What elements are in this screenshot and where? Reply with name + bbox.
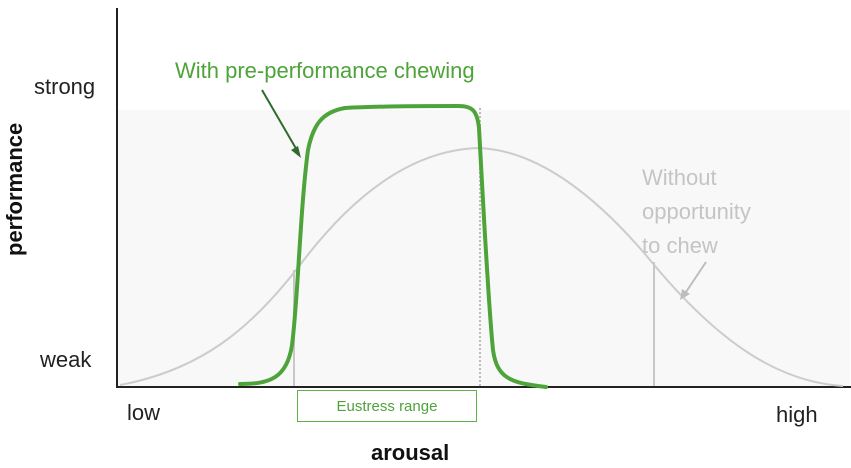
y-low-label: weak — [40, 347, 92, 372]
x-low-label: low — [127, 400, 161, 425]
x-axis-title: arousal — [371, 440, 450, 465]
y-high-label: strong — [34, 74, 96, 99]
eustress-range-label: Eustress range — [336, 397, 438, 415]
y-axis-title: performance — [2, 122, 27, 256]
gray-curve-label-line-1: Without — [642, 165, 717, 190]
gray-curve-label: Without opportunity to chew — [642, 161, 751, 263]
x-high-label: high — [776, 402, 818, 427]
green-arrowhead — [291, 146, 301, 158]
gray-arrowhead — [680, 289, 690, 300]
gray-bell-curve — [119, 146, 844, 387]
plot-background — [117, 110, 850, 386]
gray-curve-label-line-3: to chew — [642, 233, 718, 258]
green-label-arrow — [261, 89, 299, 153]
eustress-range-box: Eustress range — [297, 390, 477, 422]
gray-label-arrow — [683, 261, 707, 296]
green-chewing-curve — [238, 103, 548, 389]
green-curve-label: With pre-performance chewing — [175, 58, 475, 83]
gray-curve-label-line-2: opportunity — [642, 199, 751, 224]
